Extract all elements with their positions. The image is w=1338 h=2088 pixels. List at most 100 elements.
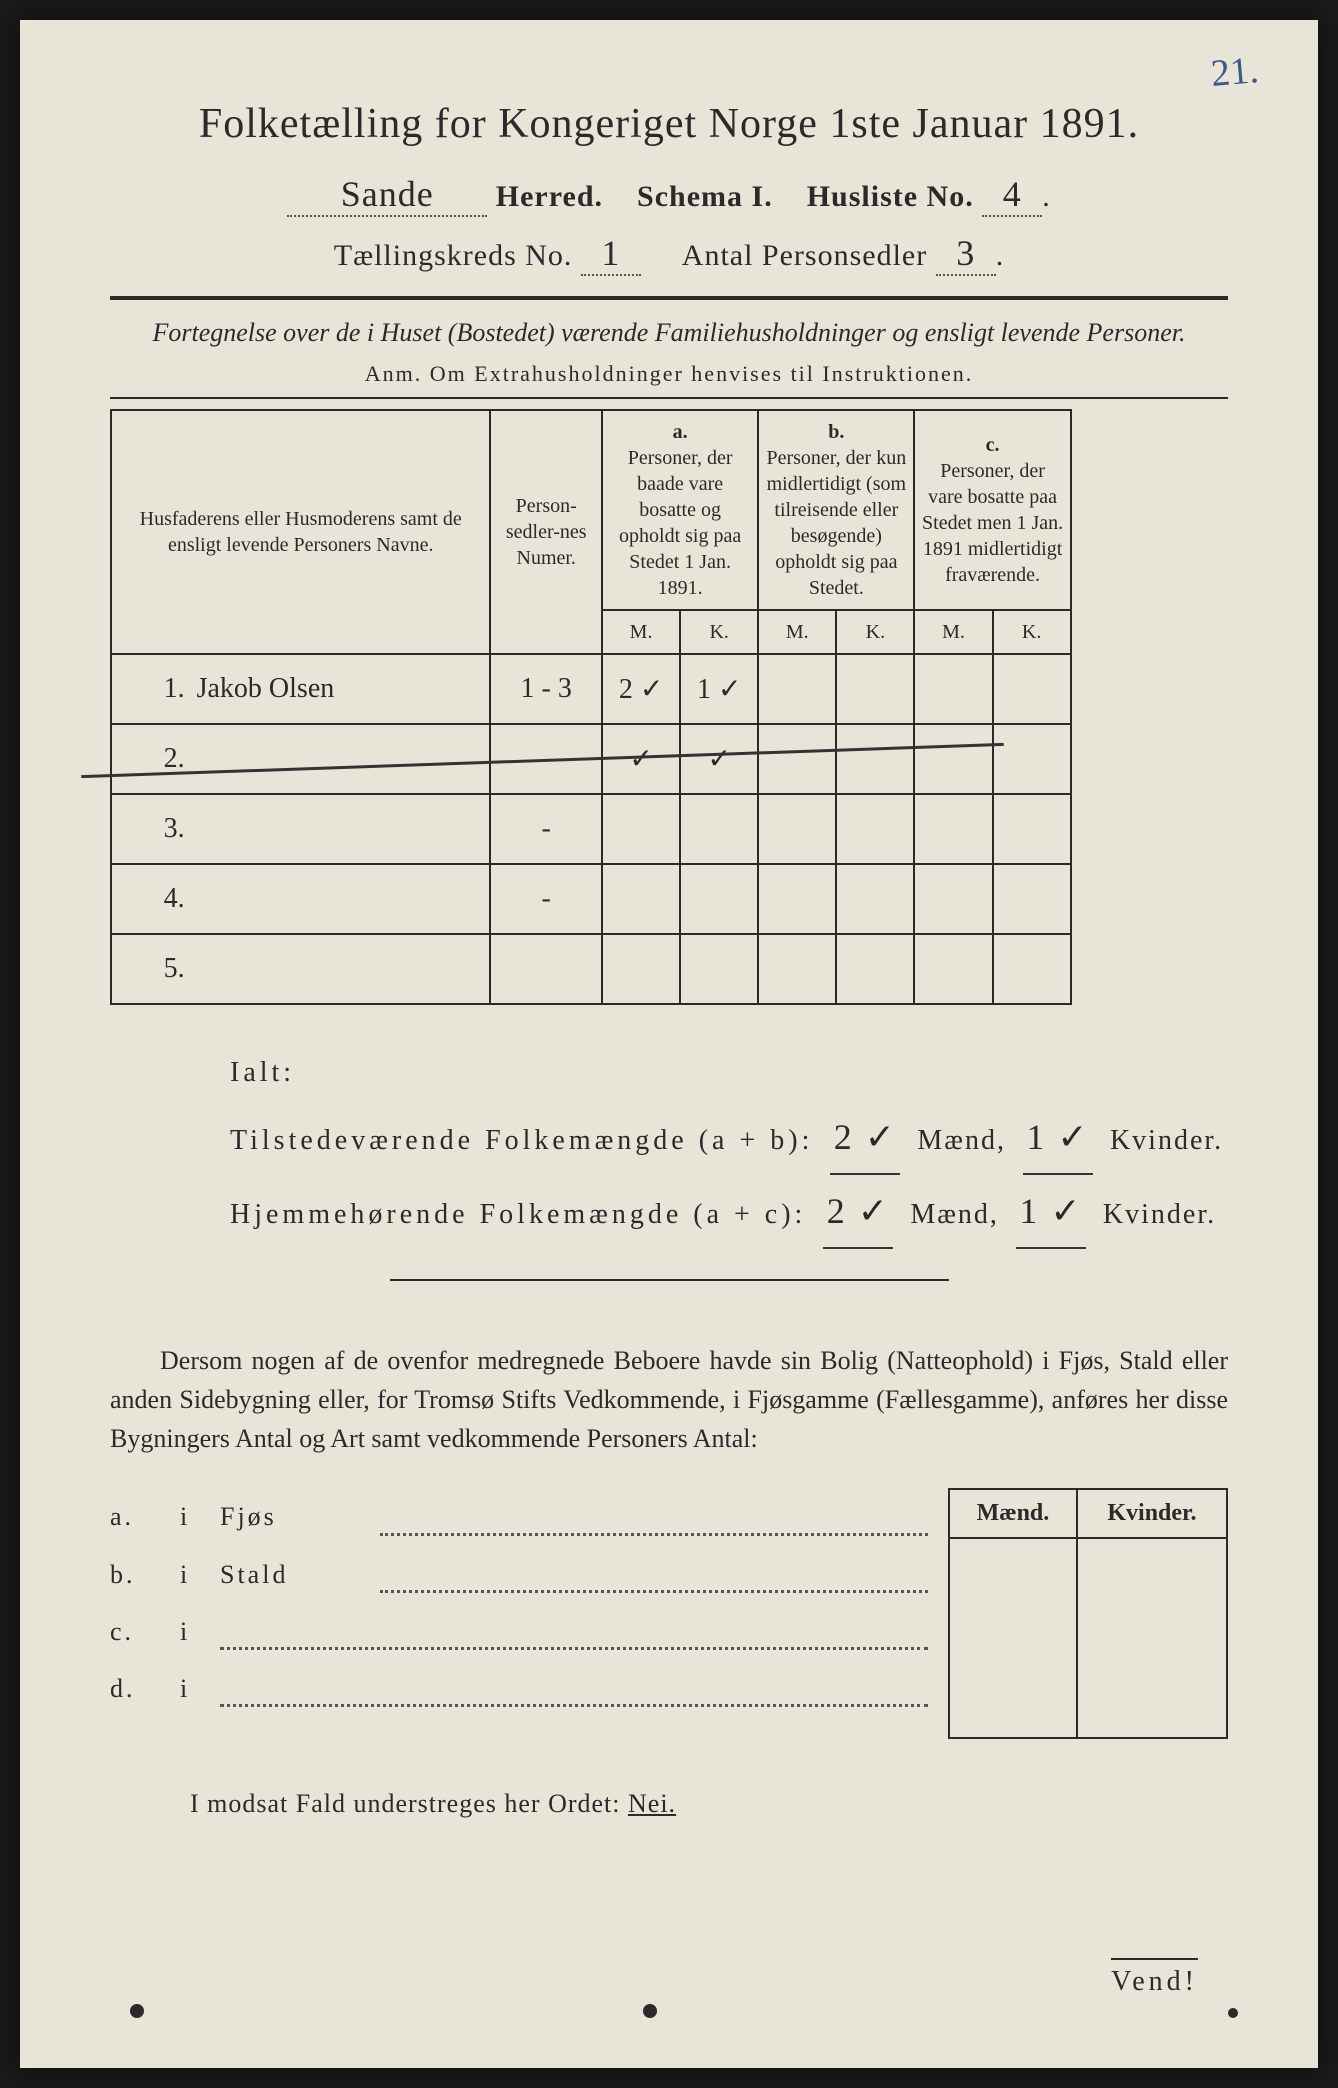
antal-label: Antal Personsedler	[682, 239, 927, 272]
col-b-header: b. Personer, der kun midlertidigt (som t…	[758, 410, 914, 610]
rule	[110, 397, 1228, 399]
cell-cM	[914, 934, 992, 1004]
husliste-value: 4	[982, 173, 1042, 217]
corner-page-number: 21.	[1209, 48, 1260, 96]
bldg-i: i	[180, 1488, 220, 1545]
dots	[220, 1660, 928, 1707]
bldg-a-tag: a.	[110, 1488, 180, 1545]
household-table: Husfaderens eller Husmoderens samt de en…	[110, 409, 1228, 1005]
row-num: 4.	[111, 864, 191, 934]
anm-note: Anm. Om Extrahusholdninger henvises til …	[110, 361, 1228, 387]
bldg-row-a: a. i Fjøs	[110, 1488, 928, 1545]
row-num: 5.	[111, 934, 191, 1004]
husliste-label: Husliste No.	[807, 180, 974, 213]
table-row: 1. Jakob Olsen 1 - 3 2 ✓ 1 ✓	[111, 654, 1227, 724]
building-list: a. i Fjøs b. i Stald c. i d. i	[110, 1488, 928, 1739]
row-name	[191, 864, 491, 934]
cell-cM	[914, 724, 992, 794]
bldg-kvinder-header: Kvinder.	[1077, 1489, 1227, 1538]
table-row: 4. -	[111, 864, 1227, 934]
table-row: 5.	[111, 934, 1227, 1004]
herred-label: Herred.	[496, 180, 603, 213]
nei-line: I modsat Fald understreges her Ordet: Ne…	[190, 1789, 1228, 1819]
row-num: 1.	[111, 654, 191, 724]
bldg-b-tag: b.	[110, 1546, 180, 1603]
cell-aM: ✓	[602, 724, 680, 794]
dots	[220, 1603, 928, 1650]
row-sedler: -	[490, 794, 602, 864]
cell-bM	[758, 794, 836, 864]
col-a-M: M.	[602, 610, 680, 654]
row-num: 3.	[111, 794, 191, 864]
bldg-maend-cell	[949, 1538, 1077, 1738]
kvinder-label: Kvinder.	[1110, 1125, 1223, 1156]
row-sedler: -	[490, 864, 602, 934]
col-a-text: Personer, der baade vare bosatte og opho…	[619, 447, 741, 599]
col-c-M: M.	[914, 610, 992, 654]
col-a-K: K.	[680, 610, 758, 654]
cell-bK	[836, 864, 914, 934]
col-b-K: K.	[836, 610, 914, 654]
antal-value: 3	[936, 232, 996, 276]
ink-smudge	[1228, 2008, 1238, 2018]
subtitle: Fortegnelse over de i Huset (Bostedet) v…	[110, 315, 1228, 351]
cell-cK	[993, 934, 1071, 1004]
totals-block: Ialt: Tilstedeværende Folkemængde (a + b…	[230, 1045, 1228, 1249]
row-sedler: 1 - 3	[490, 654, 602, 724]
col-c-text: Personer, der vare bosatte paa Stedet me…	[922, 460, 1063, 586]
kreds-value: 1	[581, 232, 641, 276]
rule	[390, 1279, 949, 1281]
cell-bM	[758, 864, 836, 934]
bldg-mk-table: Mænd. Kvinder.	[948, 1488, 1228, 1739]
row-sedler: -	[490, 724, 602, 794]
row-name	[191, 724, 491, 794]
cell-cM	[914, 654, 992, 724]
tilstedev-label: Tilstedeværende Folkemængde (a + b):	[230, 1125, 813, 1156]
cell-cK	[993, 654, 1071, 724]
totals-line-1: Tilstedeværende Folkemængde (a + b): 2 ✓…	[230, 1101, 1228, 1175]
table-row: 2. - ✓ ✓	[111, 724, 1227, 794]
herred-value: Sande	[287, 173, 487, 217]
header-line-1: Sande Herred. Schema I. Husliste No. 4.	[110, 173, 1228, 217]
col-b-text: Personer, der kun midlertidigt (som tilr…	[766, 447, 906, 599]
cell-cK	[993, 864, 1071, 934]
hjemmeh-K: 1 ✓	[1016, 1175, 1086, 1249]
ialt-label: Ialt:	[230, 1045, 1228, 1101]
bldg-c-tag: c.	[110, 1603, 180, 1660]
cell-bK	[836, 654, 914, 724]
col-c-K: K.	[993, 610, 1071, 654]
tilstedev-M: 2 ✓	[830, 1101, 900, 1175]
row-name: Jakob Olsen	[191, 654, 491, 724]
col-name-header: Husfaderens eller Husmoderens samt de en…	[111, 410, 490, 654]
cell-cK	[993, 794, 1071, 864]
cell-aM	[602, 934, 680, 1004]
vend-label: Vend!	[1111, 1958, 1198, 1998]
bldg-row-c: c. i	[110, 1603, 928, 1660]
tilstedev-K: 1 ✓	[1023, 1101, 1093, 1175]
kvinder-label: Kvinder.	[1103, 1199, 1216, 1230]
col-num-header: Person-sedler-nes Numer.	[490, 410, 602, 654]
cell-aK: 1 ✓	[680, 654, 758, 724]
row-num: 2.	[111, 724, 191, 794]
schema-label: Schema I.	[637, 180, 773, 213]
col-c-label: c.	[986, 434, 1000, 456]
ink-smudge	[130, 2004, 144, 2018]
maend-label: Mænd,	[910, 1199, 999, 1230]
maend-label: Mænd,	[917, 1125, 1006, 1156]
bldg-d-tag: d.	[110, 1660, 180, 1717]
nei-pre: I modsat Fald understreges her Ordet:	[190, 1789, 628, 1818]
table-row: 3. -	[111, 794, 1227, 864]
cell-bK	[836, 794, 914, 864]
cell-aM	[602, 794, 680, 864]
bldg-i: i	[180, 1603, 220, 1660]
cell-cK	[993, 724, 1071, 794]
cell-bM	[758, 654, 836, 724]
bldg-i: i	[180, 1546, 220, 1603]
cell-aK	[680, 864, 758, 934]
header-line-2: Tællingskreds No. 1 Antal Personsedler 3…	[110, 232, 1228, 276]
building-paragraph: Dersom nogen af de ovenfor medregnede Be…	[110, 1341, 1228, 1458]
building-block: a. i Fjøs b. i Stald c. i d. i	[110, 1488, 1228, 1739]
bldg-fjos: Fjøs	[220, 1488, 380, 1545]
cell-aK: ✓	[680, 724, 758, 794]
col-b-M: M.	[758, 610, 836, 654]
